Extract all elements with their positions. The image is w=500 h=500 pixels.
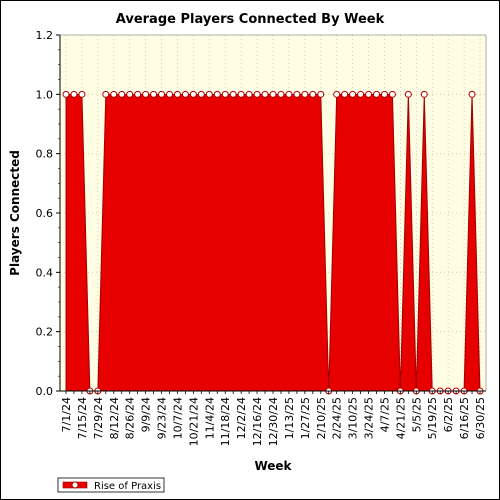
data-point: [341, 90, 349, 98]
data-point: [229, 90, 237, 98]
data-point: [70, 90, 78, 98]
y-tick-label: 0.8: [36, 148, 54, 161]
y-tick-label: 0.2: [36, 326, 54, 339]
x-tick-label: 11/18/24: [219, 397, 232, 446]
data-point: [173, 90, 181, 98]
data-point: [142, 90, 150, 98]
data-point: [110, 90, 118, 98]
data-point: [213, 90, 221, 98]
data-point: [404, 90, 412, 98]
y-tick-label: 1.0: [36, 88, 54, 101]
data-point: [189, 90, 197, 98]
y-tick-label: 0.0: [36, 385, 54, 398]
x-tick-label: 12/2/24: [235, 397, 248, 439]
x-tick-label: 4/7/25: [378, 397, 391, 432]
x-tick-label: 4/21/25: [394, 397, 407, 439]
data-point: [365, 90, 373, 98]
data-point: [317, 90, 325, 98]
x-tick-label: 9/23/24: [156, 397, 169, 439]
x-tick-label: 1/13/25: [283, 397, 296, 439]
x-axis-label: Week: [254, 459, 292, 473]
data-point: [253, 90, 261, 98]
data-point: [134, 90, 142, 98]
data-point: [205, 90, 213, 98]
series-markers: [62, 90, 484, 395]
x-tick-label: 12/16/24: [251, 397, 264, 446]
data-point: [166, 90, 173, 98]
x-tick-label: 6/16/25: [458, 397, 471, 439]
data-point: [301, 90, 309, 98]
data-point: [181, 90, 189, 98]
legend-box: [57, 477, 165, 493]
data-point: [285, 90, 293, 98]
data-point: [269, 90, 277, 98]
legend-label: Rise of Praxis: [94, 481, 161, 492]
data-point: [261, 90, 269, 98]
axes: [56, 34, 487, 394]
data-point: [245, 90, 253, 98]
y-tick-label: 0.4: [36, 266, 54, 279]
x-tick-label: 9/9/24: [140, 397, 153, 432]
x-tick-label: 2/10/25: [315, 397, 328, 439]
data-point: [388, 90, 396, 98]
x-tick-label: 7/15/24: [76, 397, 89, 439]
chart-title: Average Players Connected By Week: [116, 12, 385, 27]
data-point: [126, 90, 134, 98]
x-tick-labels: 7/1/24 7/15/24 7/29/24 8/12/24 8/26/24 9/9/24…: [60, 397, 487, 446]
x-tick-label: 3/24/25: [363, 397, 376, 439]
x-tick-label: 8/26/24: [124, 397, 137, 439]
data-point: [118, 90, 126, 98]
y-tick-label: 1.2: [36, 29, 54, 42]
data-point: [333, 90, 341, 98]
legend: Rise of Praxis: [57, 477, 165, 493]
x-tick-label: 8/12/24: [108, 397, 121, 439]
x-tick-label: 6/30/25: [474, 397, 487, 439]
data-point: [277, 90, 285, 98]
x-tick-label: 10/21/24: [187, 397, 200, 446]
x-tick-label: 7/29/24: [92, 397, 105, 439]
data-point: [150, 90, 158, 98]
data-point: [420, 90, 428, 98]
data-point: [78, 90, 86, 98]
y-tick-labels: 0.0 0.2 0.4 0.6 0.8 1.0 1.2: [36, 29, 54, 398]
x-tick-label: 1/27/25: [299, 397, 312, 439]
data-point: [468, 90, 476, 98]
data-point: [293, 90, 301, 98]
data-point: [221, 90, 229, 98]
data-point: [237, 90, 245, 98]
x-tick-label: 3/10/25: [347, 397, 360, 439]
y-tick-label: 0.6: [36, 207, 54, 220]
x-tick-label: 6/2/25: [442, 397, 455, 432]
data-point: [357, 90, 365, 98]
data-point: [349, 90, 357, 98]
data-point: [102, 90, 110, 98]
y-axis-label: Players Connected: [8, 150, 22, 276]
data-point: [197, 90, 205, 98]
x-tick-label: 5/5/25: [410, 397, 423, 432]
x-tick-label: 10/7/24: [171, 397, 184, 439]
data-point: [62, 90, 70, 98]
x-tick-label: 12/30/24: [267, 397, 280, 446]
x-tick-label: 7/1/24: [60, 397, 73, 432]
data-point: [309, 90, 317, 98]
x-tick-label: 2/24/25: [331, 397, 344, 439]
x-tick-label: 5/19/25: [426, 397, 439, 439]
legend-marker: [71, 481, 79, 489]
x-tick-label: 11/4/24: [203, 397, 216, 439]
data-point: [380, 90, 388, 98]
data-point: [158, 90, 166, 98]
data-point: [373, 90, 380, 98]
